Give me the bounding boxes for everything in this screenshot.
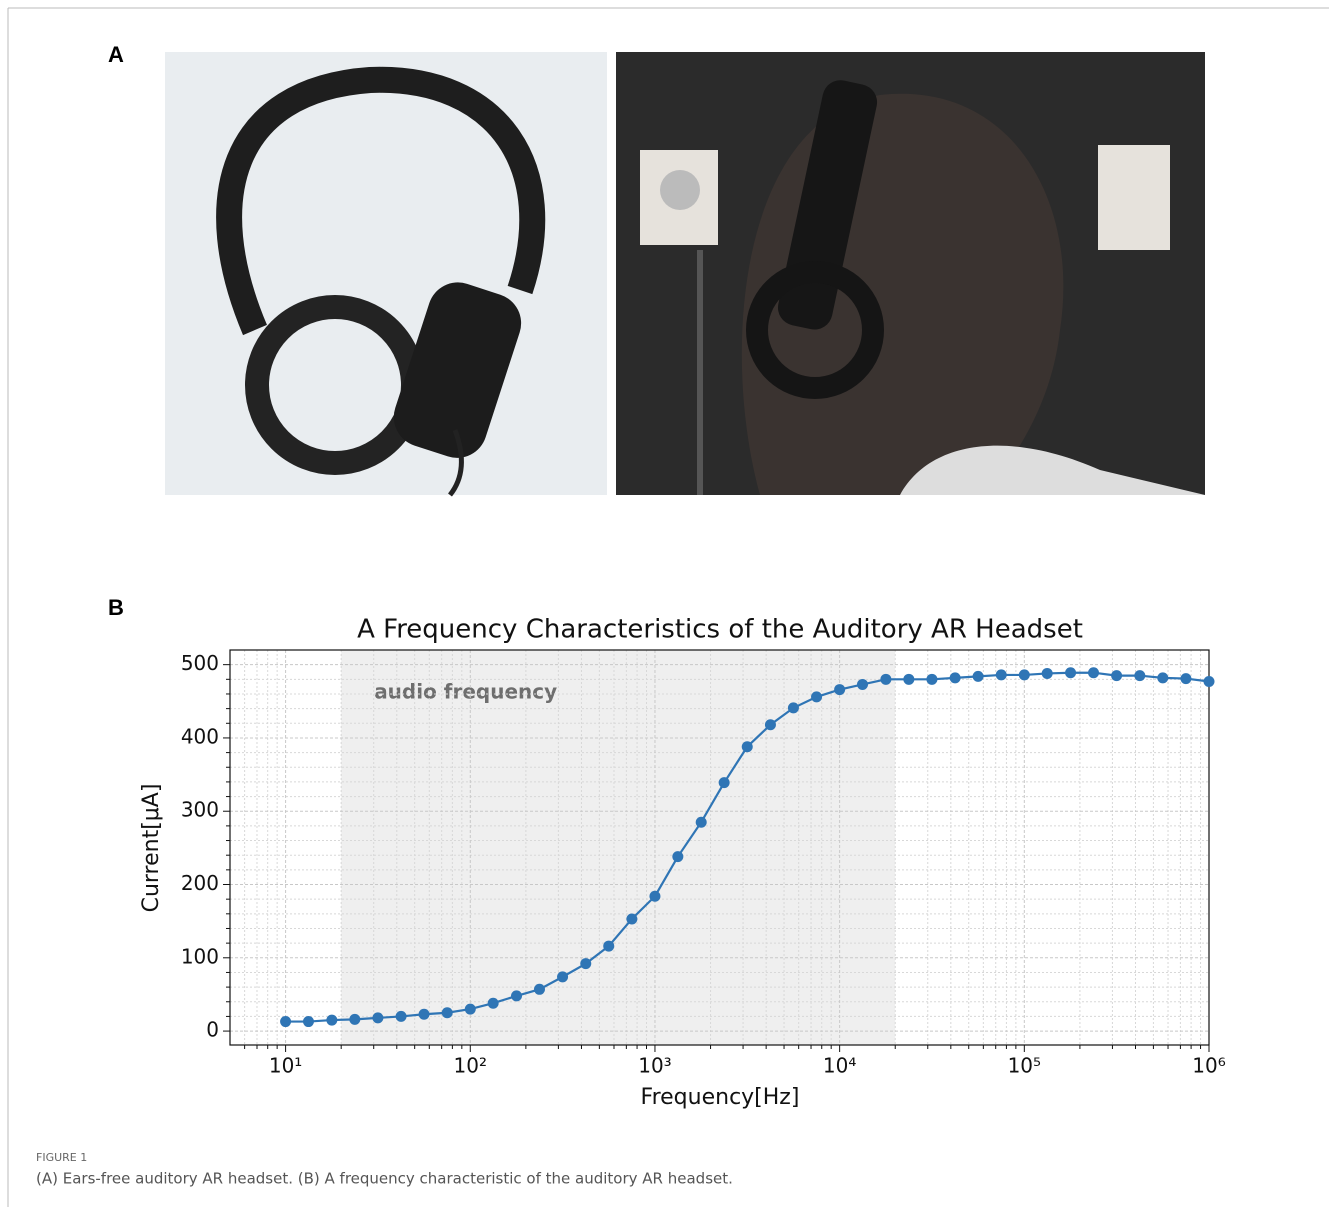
data-point <box>1019 669 1030 680</box>
photo-wearer <box>616 52 1205 495</box>
y-tick-label: 200 <box>181 871 219 895</box>
data-point <box>1157 672 1168 683</box>
data-point <box>603 941 614 952</box>
y-tick-label: 500 <box>181 651 219 675</box>
figure-page: A B A Frequency Characteristics of the A… <box>0 0 1329 1207</box>
data-point <box>950 672 961 683</box>
span-label: audio frequency <box>374 680 557 704</box>
data-point <box>303 1016 314 1027</box>
data-point <box>742 741 753 752</box>
data-point <box>788 702 799 713</box>
data-point <box>326 1015 337 1026</box>
caption-text: (A) Ears-free auditory AR headset. (B) A… <box>36 1170 733 1188</box>
y-tick-label: 300 <box>181 798 219 822</box>
x-tick-label: 10¹ <box>269 1054 302 1078</box>
data-point <box>649 891 660 902</box>
chart-title: A Frequency Characteristics of the Audit… <box>357 615 1083 645</box>
chart: A Frequency Characteristics of the Audit… <box>139 615 1226 1111</box>
data-point <box>488 998 499 1009</box>
y-tick-label: 100 <box>181 944 219 968</box>
data-point <box>419 1009 430 1020</box>
data-point <box>1088 667 1099 678</box>
data-point <box>1180 673 1191 684</box>
data-point <box>372 1012 383 1023</box>
photo-headphones <box>165 52 607 495</box>
panel-label: A <box>108 42 124 67</box>
x-tick-label: 10⁴ <box>823 1054 856 1078</box>
data-point <box>834 684 845 695</box>
data-point <box>765 719 776 730</box>
data-point <box>280 1016 291 1027</box>
data-point <box>903 674 914 685</box>
shaded-span <box>341 650 895 1045</box>
data-point <box>1111 670 1122 681</box>
x-tick-label: 10⁵ <box>1008 1054 1041 1078</box>
data-point <box>557 971 568 982</box>
caption-label: FIGURE 1 <box>36 1151 87 1164</box>
x-tick-label: 10³ <box>638 1054 671 1078</box>
data-point <box>926 674 937 685</box>
data-point <box>696 817 707 828</box>
x-axis-label: Frequency[Hz] <box>641 1085 800 1110</box>
data-point <box>1042 668 1053 679</box>
x-tick-label: 10⁶ <box>1192 1054 1225 1078</box>
panel-label: B <box>108 595 124 620</box>
data-point <box>511 990 522 1001</box>
data-point <box>811 691 822 702</box>
data-point <box>349 1014 360 1025</box>
data-point <box>672 851 683 862</box>
data-point <box>580 958 591 969</box>
data-point <box>626 913 637 924</box>
data-point <box>442 1007 453 1018</box>
data-point <box>1134 670 1145 681</box>
x-tick-label: 10² <box>454 1054 487 1078</box>
y-tick-label: 400 <box>181 724 219 748</box>
data-point <box>857 679 868 690</box>
y-axis-label: Current[μA] <box>139 784 164 913</box>
y-tick-label: 0 <box>206 1018 219 1042</box>
data-point <box>973 671 984 682</box>
data-point <box>1204 676 1215 687</box>
data-point <box>1065 667 1076 678</box>
data-point <box>719 777 730 788</box>
data-point <box>534 984 545 995</box>
data-point <box>465 1004 476 1015</box>
data-point <box>396 1011 407 1022</box>
data-point <box>996 669 1007 680</box>
data-point <box>880 674 891 685</box>
